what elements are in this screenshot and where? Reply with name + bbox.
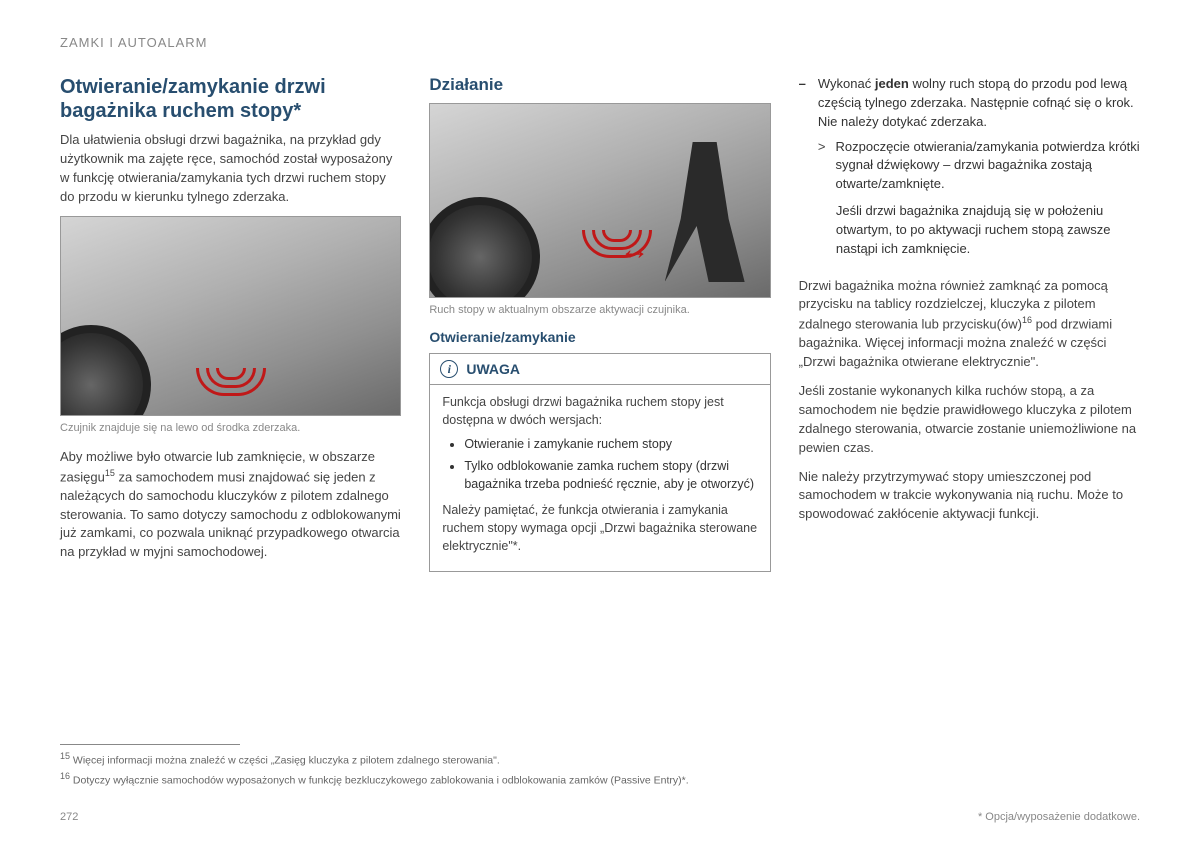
note-list-item: Tylko odblokowanie zamka ruchem stopy (d…	[464, 458, 757, 493]
footnote-number: 16	[60, 771, 70, 781]
info-icon: i	[440, 360, 458, 378]
column-3: – Wykonać jeden wolny ruch stopą do przo…	[799, 75, 1140, 572]
para-text: za samochodem musi znajdować się jeden z…	[60, 469, 401, 559]
step-content: Wykonać jeden wolny ruch stopą do przodu…	[818, 75, 1140, 269]
note-list: Otwieranie i zamykanie ruchem stopy Tylk…	[442, 436, 757, 494]
operation-title: Działanie	[429, 75, 770, 95]
note-list-item: Otwieranie i zamykanie ruchem stopy	[464, 436, 757, 454]
note-header: i UWAGA	[430, 354, 769, 385]
image-caption-2: Ruch stopy w aktualnym obszarze aktywacj…	[429, 303, 770, 317]
step-bold: jeden	[875, 76, 909, 91]
note-p1: Funkcja obsługi drzwi bagażnika ruchem s…	[442, 393, 757, 429]
result-text: Rozpoczęcie otwierania/zamykania potwier…	[835, 138, 1140, 195]
page-footer: 272 * Opcja/wyposażenie dodatkowe.	[60, 811, 1140, 823]
footer-note: * Opcja/wyposażenie dodatkowe.	[978, 811, 1140, 823]
note-box: i UWAGA Funkcja obsługi drzwi bagażnika …	[429, 353, 770, 572]
open-close-heading: Otwieranie/zamykanie	[429, 329, 770, 345]
result-marker: >	[818, 138, 826, 195]
range-paragraph: Aby możliwe było otwarcie lub zamknięcie…	[60, 448, 401, 562]
main-title: Otwieranie/zamykanie drzwi bagażnika ruc…	[60, 75, 401, 123]
warning-paragraph: Nie należy przytrzymywać stopy umieszczo…	[799, 468, 1140, 525]
note-label: UWAGA	[466, 361, 520, 377]
footnote-text: Dotyczy wyłącznie samochodów wyposażonyc…	[70, 774, 689, 786]
result-note: Jeśli drzwi bagażnika znajdują się w poł…	[818, 202, 1140, 259]
section-header: Zamki i Autoalarm	[60, 35, 1140, 50]
lockout-paragraph: Jeśli zostanie wykonanych kilka ruchów s…	[799, 382, 1140, 457]
footnote-16: 16 Dotyczy wyłącznie samochodów wyposażo…	[60, 770, 1140, 788]
note-p2: Należy pamiętać, że funkcja otwierania i…	[442, 501, 757, 555]
page-number: 272	[60, 811, 78, 823]
note-body: Funkcja obsługi drzwi bagażnika ruchem s…	[430, 385, 769, 571]
step-text: Wykonać	[818, 76, 875, 91]
intro-paragraph: Dla ułatwienia obsługi drzwi bagażnika, …	[60, 131, 401, 206]
footnote-15: 15 Więcej informacji można znaleźć w czę…	[60, 750, 1140, 768]
procedure-list: – Wykonać jeden wolny ruch stopą do przo…	[799, 75, 1140, 269]
content-columns: Otwieranie/zamykanie drzwi bagażnika ruc…	[60, 75, 1140, 572]
footnote-number: 15	[60, 751, 70, 761]
step-marker: –	[799, 75, 806, 269]
close-methods-paragraph: Drzwi bagażnika można również zamknąć za…	[799, 277, 1140, 373]
image-caption-1: Czujnik znajduje się na lewo od środka z…	[60, 421, 401, 435]
footnotes: 15 Więcej informacji można znaleźć w czę…	[60, 744, 1140, 790]
column-1: Otwieranie/zamykanie drzwi bagażnika ruc…	[60, 75, 401, 572]
footnote-ref-16: 16	[1022, 315, 1032, 325]
procedure-step: – Wykonać jeden wolny ruch stopą do przo…	[799, 75, 1140, 269]
footnote-rule	[60, 744, 240, 745]
sensor-location-image	[60, 216, 401, 416]
column-2: Działanie ↔ Ruch stopy w aktualnym obsza…	[429, 75, 770, 572]
footnote-ref-15: 15	[105, 468, 115, 478]
step-result: > Rozpoczęcie otwierania/zamykania potwi…	[818, 138, 1140, 195]
foot-motion-image: ↔	[429, 103, 770, 298]
footnote-text: Więcej informacji można znaleźć w części…	[70, 754, 500, 766]
